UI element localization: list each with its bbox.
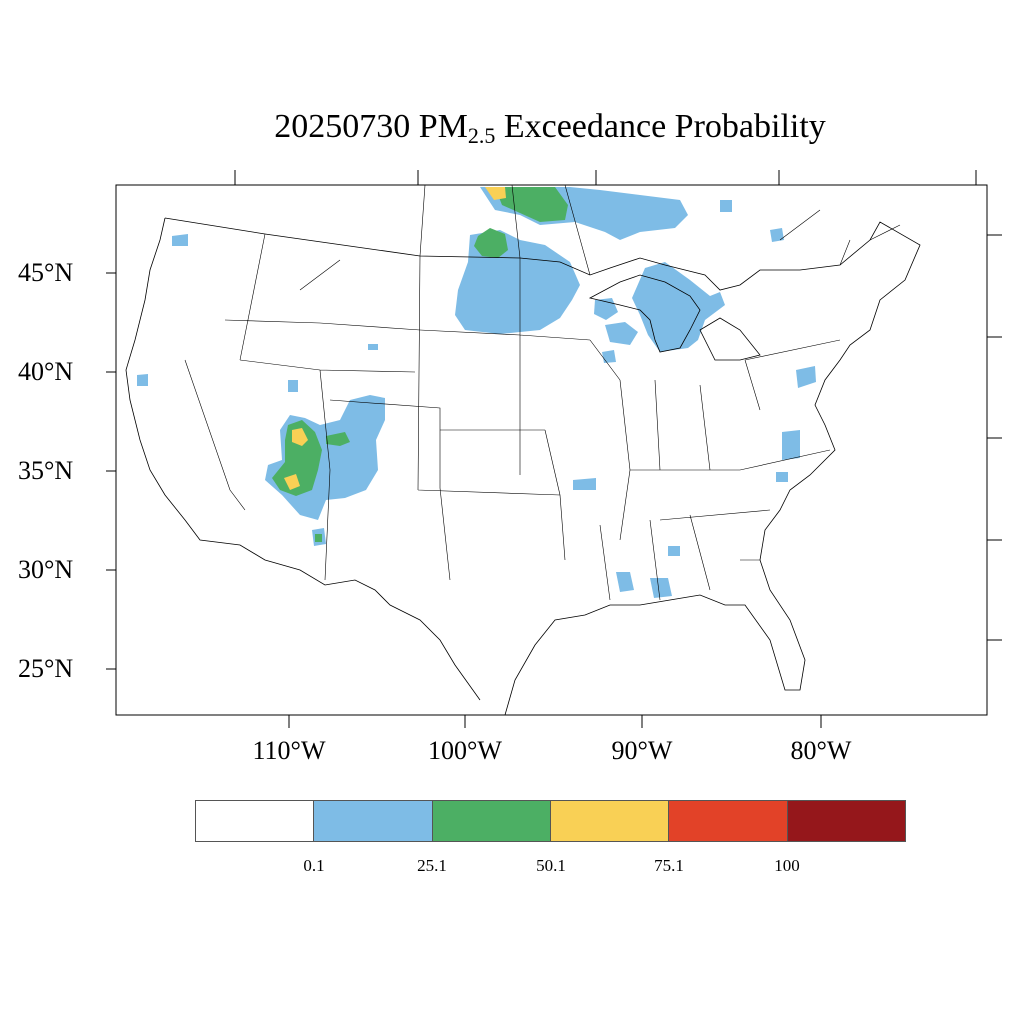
area-carolina-low [776,472,788,482]
lon-label-110w: 110°W [252,736,326,765]
area-colorado-mid [326,432,350,446]
area-alabama-low [668,546,680,556]
color-legend [195,800,906,842]
area-pennsylvania-low [796,366,816,388]
state-lines [184,233,841,601]
area-new-mexico-mid [315,534,322,542]
legend-swatch-3 [550,801,670,841]
area-quebec-low [720,200,732,212]
area-mississippi-low [616,572,634,592]
legend-label-3: 75.1 [654,856,684,875]
title-subscript: 2.5 [467,123,496,148]
legend-label-0: 0.1 [303,856,325,875]
area-utah-low [288,380,298,392]
legend-label-2: 50.1 [536,856,566,875]
lon-label-100w: 100°W [428,736,502,765]
legend-swatch-0 [196,801,315,841]
area-virginia-low [782,430,800,460]
area-four-corners-high-b [284,474,300,490]
area-michigan-low2 [605,322,638,345]
lon-label-90w: 90°W [611,736,673,765]
map-title: 20250730 PM2.5 Exceedance Probability [0,108,1024,149]
lat-label-45: 45°N [18,258,74,287]
title-suffix: Exceedance Probability [503,108,826,145]
area-north-dakota-mid [474,228,508,258]
lon-label-80w: 80°W [790,736,852,765]
area-ontario-low [770,228,784,242]
legend-swatch-2 [432,801,551,841]
us-outline [125,217,921,715]
area-great-lakes-low [632,262,725,352]
area-gulf-coast-low [650,578,672,598]
area-arkansas-low [573,478,596,490]
boundaries [125,185,921,715]
legend-swatch-1 [314,801,433,841]
title-pollutant: PM [418,108,468,145]
legend-swatch-4 [669,801,788,841]
area-iowa-low [602,350,616,363]
lat-label-35: 35°N [18,456,74,485]
great-lakes [588,274,761,361]
lat-label-30: 30°N [18,555,74,584]
area-four-corners-high-a [292,428,308,446]
title-date: 20250730 [274,108,411,145]
area-idaho-low [172,234,188,246]
legend-label-4: 100 [774,856,800,875]
axis-ticks [106,170,1002,728]
area-manitoba-high [485,187,506,200]
area-california-low [137,374,148,386]
legend-label-1: 25.1 [417,856,447,875]
area-wyoming-low [368,344,378,350]
legend-swatch-5 [787,801,905,841]
area-four-corners-mid [272,420,322,496]
lat-label-40: 40°N [18,357,74,386]
lat-label-25: 25°N [18,654,74,683]
canada-lines [419,185,901,276]
